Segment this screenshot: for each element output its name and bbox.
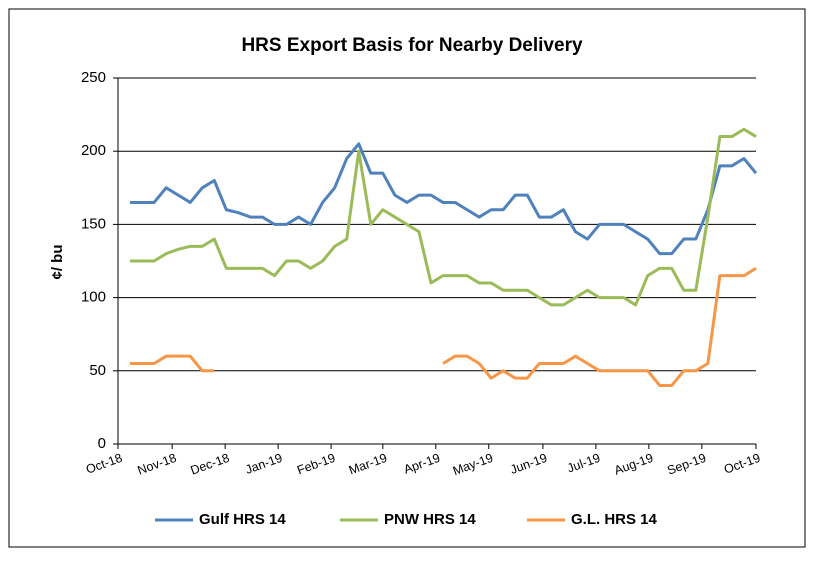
- x-tick-label: May-19: [451, 451, 495, 478]
- x-tick-label: Oct-18: [84, 451, 124, 477]
- x-tick-label: Jun-19: [508, 451, 549, 477]
- y-tick-label: 50: [89, 362, 106, 379]
- series-line: [130, 127, 757, 307]
- y-axis-label: ¢/ bu: [49, 244, 66, 279]
- x-tick-label: Aug-19: [612, 451, 655, 478]
- series-line: [130, 267, 757, 387]
- x-tick-label: Nov-18: [136, 451, 179, 478]
- chart-border: [8, 8, 806, 548]
- x-tick-label: Feb-19: [295, 451, 337, 478]
- series-line: [130, 142, 758, 256]
- y-tick-label: 0: [98, 435, 106, 452]
- x-tick-label: Oct-19: [722, 451, 762, 477]
- legend-label: PNW HRS 14: [384, 511, 476, 528]
- y-tick-label: 150: [81, 215, 106, 232]
- x-tick-label: Mar-19: [347, 451, 389, 478]
- x-tick-label: Dec-18: [189, 451, 232, 478]
- x-tick-label: Sep-19: [665, 451, 708, 478]
- chart-title: HRS Export Basis for Nearby Delivery: [241, 35, 583, 56]
- x-tick-label: Jan-19: [244, 451, 285, 477]
- legend-label: G.L. HRS 14: [571, 511, 658, 528]
- y-tick-label: 100: [81, 289, 106, 306]
- y-tick-label: 250: [81, 69, 106, 86]
- x-tick-label: Apr-19: [402, 451, 442, 477]
- legend-label: Gulf HRS 14: [199, 511, 286, 528]
- y-tick-label: 200: [81, 142, 106, 159]
- x-tick-label: Jul-19: [565, 451, 602, 476]
